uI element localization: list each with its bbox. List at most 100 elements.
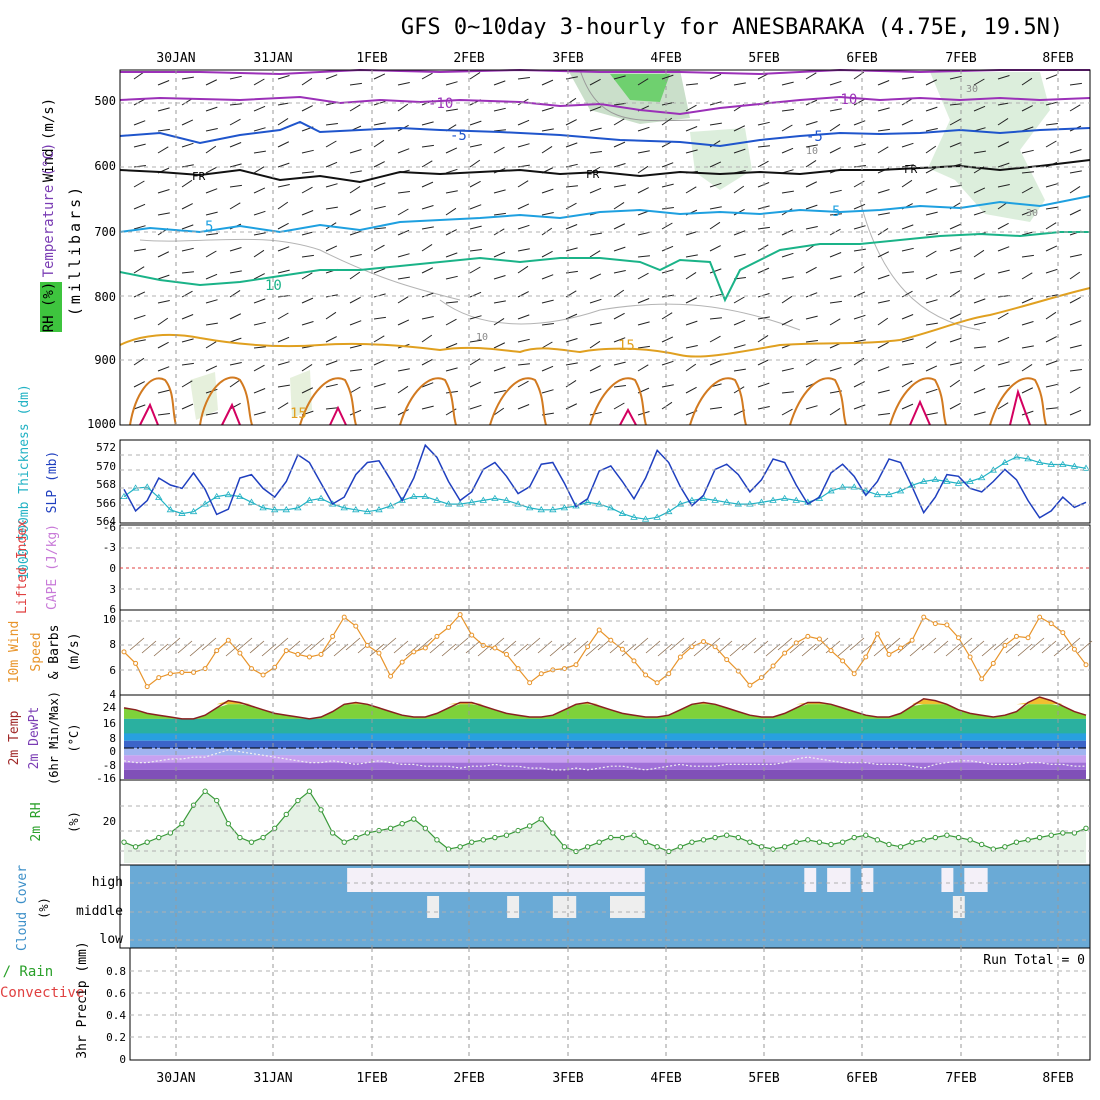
wind-barb [589, 106, 602, 112]
surface-wind-barb [129, 637, 145, 651]
wind-barb [613, 270, 626, 274]
wind-barb [325, 161, 338, 168]
wind-barb [253, 187, 266, 194]
wind-barb [349, 230, 362, 236]
surface-wind-barb [873, 643, 889, 657]
wind-barb [397, 368, 410, 372]
wind-barb [349, 104, 361, 112]
wind-speed-point [318, 651, 324, 657]
wind-barb [1045, 311, 1057, 320]
thickness-point [398, 496, 406, 503]
wind-speed-point [770, 663, 776, 669]
wind-barb [925, 299, 938, 304]
axis-label-3hr-precip: 3hr Precip (mm) [75, 941, 90, 1058]
cloud-high-block [495, 868, 508, 892]
surface-wind-barb [441, 643, 457, 657]
wind-barb [421, 316, 434, 320]
wind-barb [853, 165, 866, 168]
wind-barb [781, 391, 794, 394]
surface-wind-barb [1065, 637, 1081, 651]
wind-barb [1021, 410, 1034, 416]
rh-point [897, 844, 904, 850]
wind-barb [205, 211, 218, 216]
wind-barb [973, 105, 986, 112]
date-label-bottom-5: 4FEB [650, 1071, 681, 1086]
wind-barb [1045, 222, 1057, 230]
date-label-bottom-9: 8FEB [1042, 1071, 1073, 1086]
wind-barb [565, 338, 578, 343]
wind-barb [853, 266, 865, 274]
axis-label-speed: Speed [29, 632, 44, 671]
thickness-point [560, 504, 569, 511]
wind-barb [757, 335, 769, 343]
wind-barb [349, 186, 361, 194]
wind-barb [709, 122, 722, 126]
wind-barb [205, 128, 218, 132]
wind-barb [925, 233, 938, 236]
wind-barb [613, 118, 625, 126]
wind-barb [325, 383, 338, 388]
surface-wind-barb [837, 643, 853, 657]
axis-label-cloud-cover: Cloud Cover [15, 865, 30, 951]
rh-point [851, 834, 857, 841]
temp-tick: 8 [109, 732, 116, 745]
wind-barb [661, 312, 673, 320]
cloud-high-block [484, 868, 497, 892]
axis-label-2m-dewpt: 2m DewPt [27, 707, 42, 770]
wind-speed-point [457, 612, 463, 618]
precip-tick: 0.4 [106, 1009, 126, 1022]
wind-barb [613, 337, 626, 343]
wind-barb [517, 265, 529, 274]
rh-point [341, 839, 347, 845]
wind-barb [133, 404, 146, 410]
cloud-high-block [370, 868, 382, 892]
wind-barb [469, 225, 482, 230]
wind-speed-point [191, 669, 197, 675]
wind-barb [301, 364, 313, 372]
wind-barb [589, 340, 601, 349]
wind-barb [397, 385, 409, 394]
wind-barb [253, 127, 266, 132]
wind-barb [469, 381, 482, 388]
wind-barb [469, 180, 481, 188]
wind-speed-point [1037, 614, 1043, 620]
surface-wind-barb [645, 640, 661, 654]
rh-point [631, 832, 637, 838]
thickness-point [282, 506, 290, 513]
wind-barb [493, 318, 505, 326]
wind-barb [325, 245, 338, 252]
wind-barb [517, 164, 530, 168]
wind-barb [853, 225, 866, 230]
wind-barb [517, 248, 530, 252]
wind-barb [565, 119, 577, 126]
wind-barb [613, 289, 625, 298]
rh-point [758, 844, 765, 850]
wind-barb [469, 315, 482, 320]
wind-barb [925, 106, 938, 112]
wind-barb [1045, 268, 1058, 274]
thickness-point [1012, 453, 1021, 460]
wind-barb [229, 402, 241, 410]
wind-barb [1069, 186, 1081, 194]
rh-point [260, 834, 266, 841]
cloud-high-block [941, 868, 954, 892]
wind-barb [349, 409, 362, 416]
cloud-high-block [621, 868, 634, 892]
wind-barb [877, 189, 890, 194]
wind-barb [637, 231, 650, 236]
thickness-point [224, 490, 233, 498]
thickness-point [896, 487, 905, 494]
rh-point [515, 827, 521, 834]
wind-barb [397, 103, 409, 112]
wind-barb [997, 384, 1010, 388]
wind-barb [661, 162, 674, 168]
wind-barb [493, 342, 506, 349]
wind-barb [853, 314, 866, 320]
rh-point [353, 834, 359, 841]
wind-barb [685, 149, 698, 154]
rh-point [677, 844, 684, 850]
wind-barb [613, 402, 625, 410]
surface-wind-barb [189, 643, 205, 657]
surface-wind-barb [345, 637, 361, 651]
wind-barb [541, 389, 554, 394]
